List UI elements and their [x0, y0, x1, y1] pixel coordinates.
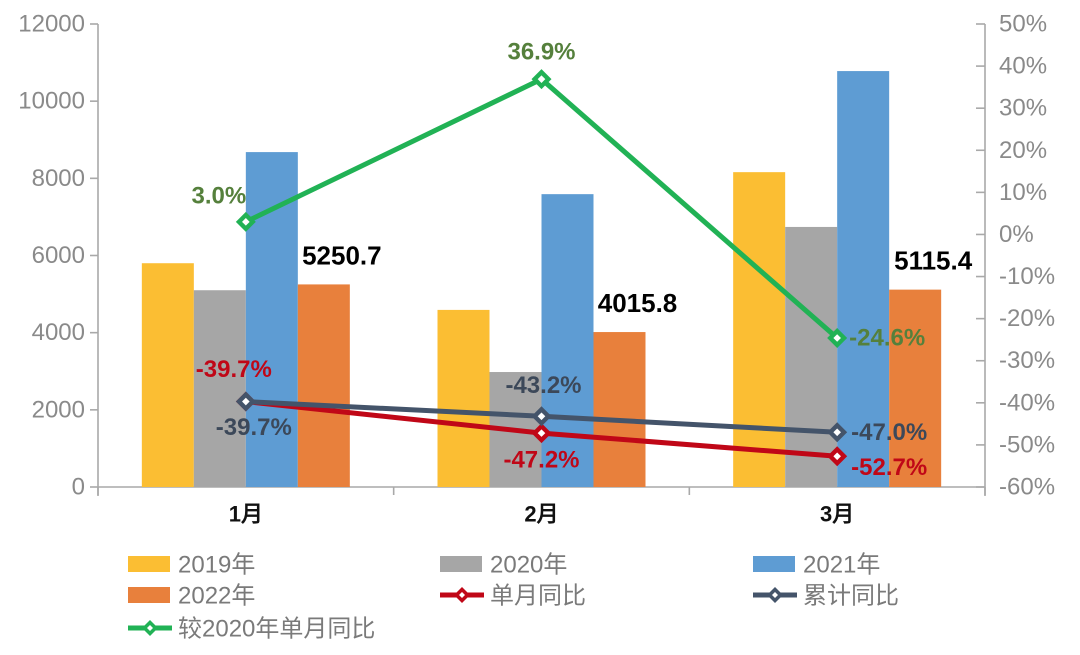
legend-label: 2020年: [490, 552, 567, 579]
bar-2019年-3月: [733, 172, 786, 487]
left-axis-tick-label: 4000: [32, 319, 85, 346]
bar-2020年-1月: [193, 290, 246, 487]
right-axis-tick-label: 40%: [999, 53, 1047, 80]
bar-2019年-1月: [141, 263, 194, 487]
legend-label: 2019年: [178, 552, 255, 579]
right-axis-tick-label: 50%: [999, 11, 1047, 38]
line-point-label: 3.0%: [191, 182, 246, 209]
legend-marker-diamond-center: [772, 592, 778, 598]
right-axis-tick-label: -10%: [999, 263, 1055, 290]
x-axis-label: 3月: [820, 502, 854, 527]
right-axis-tick-label: -40%: [999, 389, 1055, 416]
line-point-label: -52.7%: [851, 454, 927, 481]
bar-value-label: 4015.8: [598, 288, 678, 318]
line-point-label: -47.0%: [851, 419, 927, 446]
marker-diamond-center: [833, 428, 841, 437]
line-point-label: -47.2%: [503, 447, 579, 474]
left-axis-tick-label: 0: [72, 474, 85, 501]
right-axis-tick-label: 30%: [999, 95, 1047, 122]
line-point-label: -39.7%: [196, 356, 272, 383]
marker-diamond-center: [833, 334, 841, 342]
bar-value-label: 5250.7: [302, 240, 382, 270]
bar-2021年-3月: [837, 71, 890, 488]
right-axis-tick-label: -20%: [999, 305, 1055, 332]
bar-2020年-3月: [785, 226, 838, 487]
legend-label: 较2020年单月同比: [178, 616, 375, 643]
bar-2022年-2月: [593, 332, 646, 487]
line-point-label: -43.2%: [505, 372, 581, 399]
right-axis-tick-label: -30%: [999, 347, 1055, 374]
legend-label: 2022年: [178, 583, 255, 610]
bar-2022年-1月: [297, 284, 350, 487]
legend-swatch-2020年: [440, 556, 482, 572]
marker-diamond-center: [537, 412, 546, 421]
line-point-label: -24.6%: [849, 324, 925, 351]
legend-swatch-2021年: [753, 556, 795, 572]
bar-2022年-3月: [889, 289, 942, 487]
marker-diamond-center: [537, 75, 546, 83]
left-axis-tick-label: 2000: [32, 396, 85, 423]
left-axis-tick-label: 8000: [32, 165, 85, 192]
line-point-label: 36.9%: [507, 39, 575, 66]
marker-diamond-center: [833, 452, 841, 461]
right-axis-tick-label: 20%: [999, 137, 1047, 164]
line-point-label: -39.7%: [216, 414, 292, 441]
x-axis-label: 1月: [229, 502, 263, 527]
left-axis-tick-label: 12000: [18, 11, 85, 38]
bar-2019年-2月: [437, 309, 490, 487]
bar-2021年-2月: [541, 194, 594, 487]
bar-value-label: 5115.4: [894, 246, 973, 276]
legend-swatch-2022年: [128, 587, 170, 603]
x-axis-label: 2月: [524, 502, 558, 527]
legend-label: 单月同比: [490, 583, 586, 610]
right-axis-tick-label: -60%: [999, 474, 1055, 501]
legend-label: 累计同比: [803, 583, 899, 610]
legend-marker-diamond-center: [147, 625, 153, 631]
right-axis-tick-label: -50%: [999, 431, 1055, 458]
left-axis-tick-label: 10000: [18, 88, 85, 115]
legend-label: 2021年: [803, 552, 880, 579]
marker-diamond-center: [537, 429, 546, 437]
legend-swatch-2019年: [128, 556, 170, 572]
marker-diamond-center: [242, 218, 250, 226]
legend-marker-diamond-center: [459, 592, 465, 598]
right-axis-tick-label: 0%: [999, 221, 1034, 248]
right-axis-tick-label: 10%: [999, 179, 1047, 206]
left-axis-tick-label: 6000: [32, 242, 85, 269]
marker-diamond-center: [242, 397, 250, 406]
